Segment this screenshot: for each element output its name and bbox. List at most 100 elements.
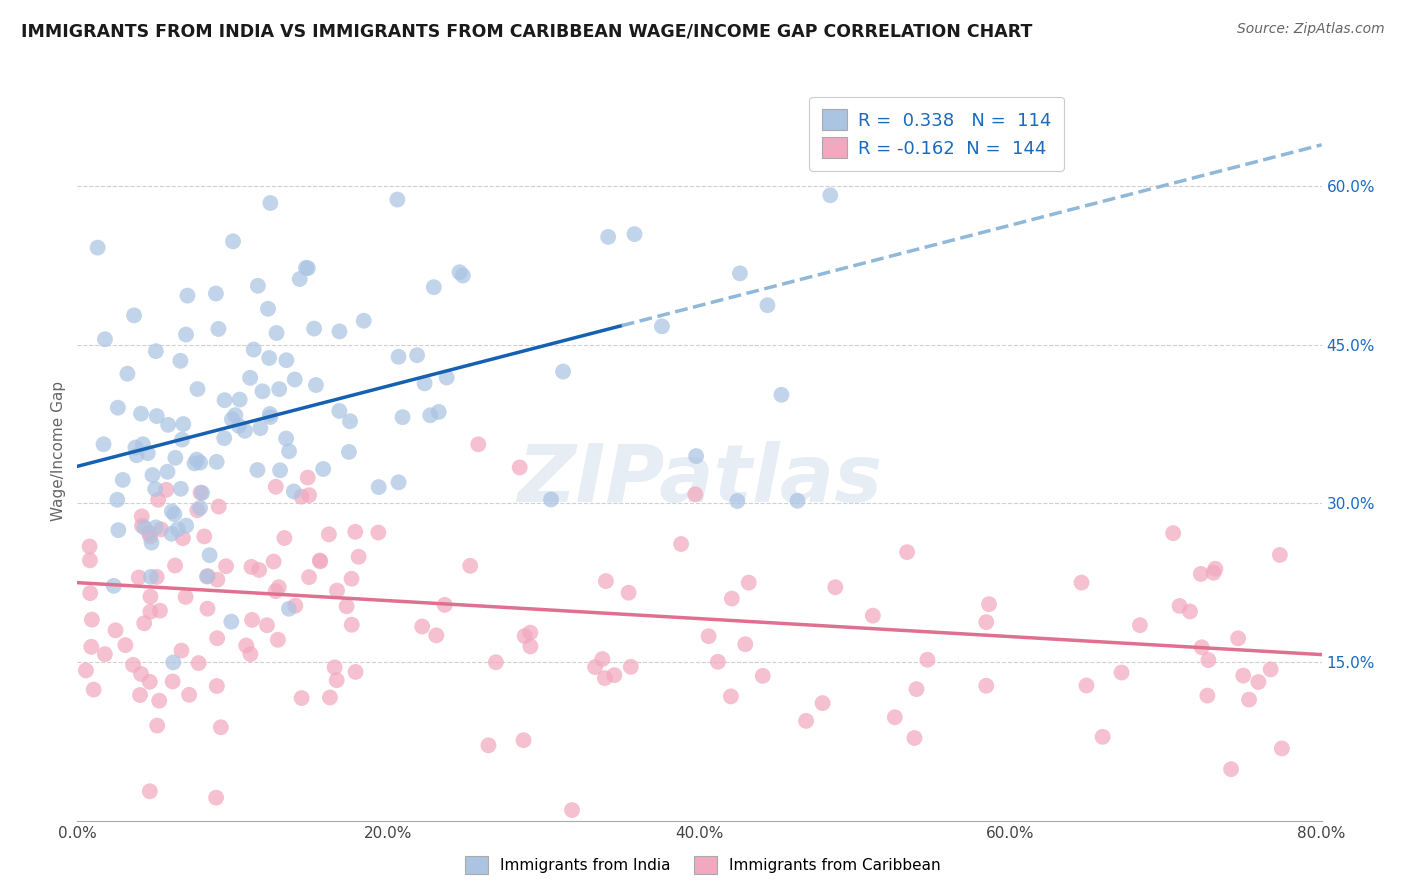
Point xyxy=(214,393,236,408)
Point xyxy=(344,524,367,539)
Point xyxy=(174,590,197,604)
Point xyxy=(818,188,841,202)
Point xyxy=(146,718,169,732)
Point xyxy=(83,682,105,697)
Point xyxy=(305,378,328,392)
Point xyxy=(485,655,508,669)
Point xyxy=(139,674,162,689)
Point xyxy=(170,482,193,496)
Point xyxy=(174,327,197,342)
Point xyxy=(467,437,489,451)
Point xyxy=(423,280,446,294)
Point xyxy=(685,449,707,463)
Point xyxy=(131,509,153,524)
Point xyxy=(246,278,269,293)
Point xyxy=(224,408,246,422)
Point xyxy=(917,653,939,667)
Point xyxy=(734,637,756,651)
Point xyxy=(139,784,162,798)
Point xyxy=(312,462,335,476)
Point xyxy=(145,570,167,584)
Point xyxy=(273,531,295,545)
Point xyxy=(419,409,441,423)
Point xyxy=(387,350,409,364)
Point xyxy=(1227,632,1250,646)
Point xyxy=(191,486,214,500)
Point xyxy=(977,597,1000,611)
Point xyxy=(290,490,312,504)
Point xyxy=(246,463,269,477)
Point xyxy=(1202,566,1225,580)
Point xyxy=(134,616,156,631)
Point xyxy=(221,615,243,629)
Point xyxy=(149,604,172,618)
Point xyxy=(145,520,167,534)
Point xyxy=(242,343,264,357)
Point xyxy=(141,535,163,549)
Point xyxy=(720,690,742,704)
Point xyxy=(145,409,167,423)
Point xyxy=(561,803,583,817)
Point xyxy=(105,492,128,507)
Point xyxy=(240,560,263,574)
Point xyxy=(75,664,97,678)
Y-axis label: Wage/Income Gap: Wage/Income Gap xyxy=(51,380,66,521)
Point xyxy=(540,492,562,507)
Point xyxy=(720,591,742,606)
Legend: Immigrants from India, Immigrants from Caribbean: Immigrants from India, Immigrants from C… xyxy=(460,850,946,880)
Point xyxy=(433,598,456,612)
Point xyxy=(387,475,409,490)
Point xyxy=(187,656,209,670)
Point xyxy=(259,407,281,421)
Point xyxy=(267,632,290,647)
Point xyxy=(104,624,127,638)
Point xyxy=(274,432,297,446)
Point xyxy=(697,629,720,643)
Point xyxy=(124,441,146,455)
Point xyxy=(297,470,319,484)
Point xyxy=(309,554,332,568)
Point xyxy=(103,579,125,593)
Point xyxy=(353,314,375,328)
Point xyxy=(107,523,129,537)
Point xyxy=(896,545,918,559)
Point xyxy=(80,640,103,654)
Point xyxy=(148,694,170,708)
Point xyxy=(183,456,205,470)
Point xyxy=(205,790,228,805)
Point xyxy=(257,301,280,316)
Point xyxy=(1268,548,1291,562)
Point xyxy=(824,580,846,594)
Point xyxy=(228,418,250,433)
Point xyxy=(1232,668,1254,682)
Point xyxy=(278,444,301,458)
Point xyxy=(1091,730,1114,744)
Point xyxy=(259,410,281,425)
Point xyxy=(583,660,606,674)
Point xyxy=(139,570,162,584)
Point xyxy=(146,492,169,507)
Point xyxy=(79,553,101,567)
Point xyxy=(669,537,692,551)
Point xyxy=(288,272,311,286)
Point xyxy=(93,437,115,451)
Point xyxy=(264,584,287,599)
Point xyxy=(325,673,347,688)
Point xyxy=(134,520,156,534)
Text: Source: ZipAtlas.com: Source: ZipAtlas.com xyxy=(1237,22,1385,37)
Point xyxy=(79,540,101,554)
Point xyxy=(340,617,363,632)
Point xyxy=(319,690,342,705)
Point xyxy=(114,638,136,652)
Point xyxy=(623,227,645,241)
Point xyxy=(198,548,221,562)
Point xyxy=(221,412,243,426)
Point xyxy=(263,555,285,569)
Point xyxy=(188,456,211,470)
Point xyxy=(513,629,536,643)
Point xyxy=(436,370,458,384)
Point xyxy=(391,410,413,425)
Point xyxy=(132,437,155,451)
Point xyxy=(770,388,793,402)
Point xyxy=(974,615,997,629)
